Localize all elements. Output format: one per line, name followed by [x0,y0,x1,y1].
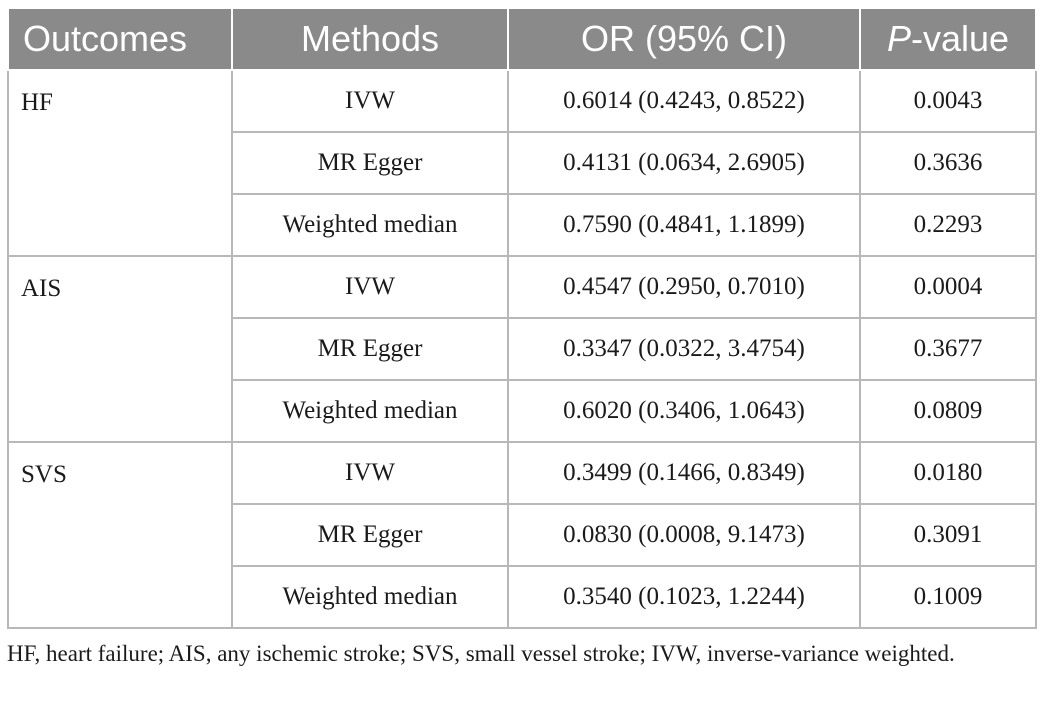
p-value-cell: 0.0180 [859,441,1037,505]
method-cell: MR Egger [231,317,509,381]
header-methods: Methods [231,7,509,71]
header-or-ci: OR (95% CI) [507,7,861,71]
or-ci-cell: 0.3499 (0.1466, 0.8349) [507,441,861,505]
header-p-value: P-value [859,7,1037,71]
or-ci-cell: 0.3540 (0.1023, 1.2244) [507,565,861,629]
table-row: Weighted median 0.3540 (0.1023, 1.2244) 0.… [8,565,1037,629]
or-ci-cell: 0.3347 (0.0322, 3.4754) [507,317,861,381]
p-value-cell: 0.3677 [859,317,1037,381]
results-table-container: Outcomes Methods OR (95% CI) P-value HF I… [7,7,1037,629]
method-cell: Weighted median [231,193,509,257]
header-p-italic: P [886,18,911,59]
or-ci-cell: 0.4547 (0.2950, 0.7010) [507,255,861,319]
or-ci-cell: 0.6014 (0.4243, 0.8522) [507,69,861,133]
or-ci-cell: 0.6020 (0.3406, 1.0643) [507,379,861,443]
table-row: MR Egger 0.4131 (0.0634, 2.6905) 0.3636 [8,131,1037,195]
header-p-rest: -value [910,18,1010,59]
p-value-cell: 0.0004 [859,255,1037,319]
method-cell: Weighted median [231,379,509,443]
method-cell: MR Egger [231,503,509,567]
table-row: AIS IVW 0.4547 (0.2950, 0.7010) 0.0004 [7,255,1037,443]
table-row: SVS IVW 0.3499 (0.1466, 0.8349) 0.0180 [7,441,1037,629]
method-cell: MR Egger [231,131,509,195]
outcome-cell: HF [7,69,233,257]
method-cell: IVW [231,441,509,505]
or-ci-cell: 0.4131 (0.0634, 2.6905) [507,131,861,195]
p-value-cell: 0.0809 [859,379,1037,443]
table-row: MR Egger 0.3347 (0.0322, 3.4754) 0.3677 [8,317,1037,381]
table-footnote: HF, heart failure; AIS, any ischemic str… [7,641,955,666]
p-value-cell: 0.2293 [859,193,1037,257]
table-row: Weighted median 0.7590 (0.4841, 1.1899) 0.… [8,193,1037,257]
p-value-cell: 0.1009 [859,565,1037,629]
outcome-cell: SVS [7,441,233,629]
method-cell: IVW [231,69,509,133]
method-cell: Weighted median [231,565,509,629]
results-table: Outcomes Methods OR (95% CI) P-value HF I… [7,7,1037,629]
p-value-cell: 0.3091 [859,503,1037,567]
table-header-row: Outcomes Methods OR (95% CI) P-value [7,7,1037,71]
outcome-cell: AIS [7,255,233,443]
or-ci-cell: 0.7590 (0.4841, 1.1899) [507,193,861,257]
table-row: HF IVW 0.6014 (0.4243, 0.8522) 0.0043 [7,69,1037,257]
table-row: MR Egger 0.0830 (0.0008, 9.1473) 0.3091 [8,503,1037,567]
or-ci-cell: 0.0830 (0.0008, 9.1473) [507,503,861,567]
p-value-cell: 0.3636 [859,131,1037,195]
method-cell: IVW [231,255,509,319]
table-body: HF IVW 0.6014 (0.4243, 0.8522) 0.0043 MR Egg… [7,69,1037,629]
p-value-cell: 0.0043 [859,69,1037,133]
table-row: Weighted median 0.6020 (0.3406, 1.0643) 0.… [8,379,1037,443]
header-outcomes: Outcomes [7,7,233,71]
